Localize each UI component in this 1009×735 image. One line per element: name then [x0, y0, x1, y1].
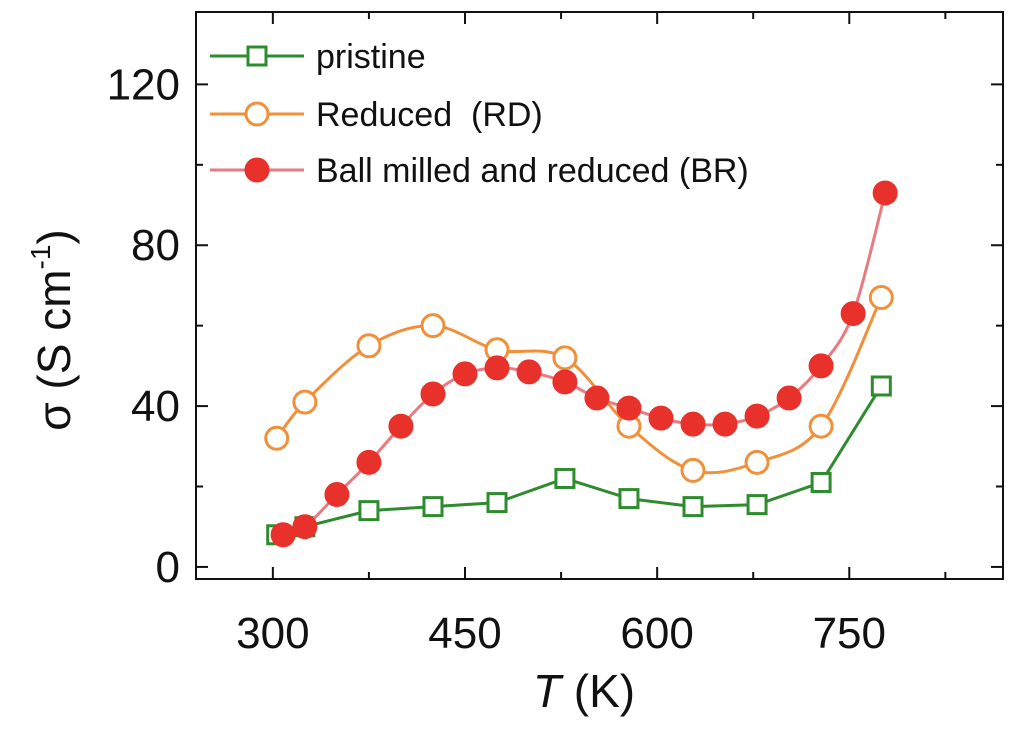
- legend-marker-br: [244, 157, 270, 183]
- legend-label-pristine: pristine: [316, 38, 426, 76]
- data-point-br: [808, 353, 834, 379]
- data-point-br: [776, 385, 802, 411]
- data-point-br: [292, 514, 318, 540]
- data-point-br: [356, 449, 382, 475]
- x-axis-title-unit: (K): [561, 665, 635, 717]
- legend-label-br: Ball milled and reduced (BR): [316, 152, 749, 190]
- data-point-rd: [680, 457, 706, 483]
- data-point-rd: [744, 449, 770, 475]
- data-point-pristine: [682, 496, 704, 518]
- data-point-rd: [292, 389, 318, 415]
- y-axis-title-exponent: -1: [25, 245, 56, 270]
- data-point-br: [484, 355, 510, 381]
- data-point-br: [616, 395, 642, 421]
- x-axis-title-symbol: T: [533, 665, 564, 717]
- data-point-rd: [808, 413, 834, 439]
- data-point-br: [552, 369, 578, 395]
- data-point-rd: [420, 313, 446, 339]
- legend-marker-rd: [244, 101, 270, 127]
- plot-frame: [195, 11, 1004, 580]
- y-tick-label: 80: [131, 221, 180, 270]
- data-point-pristine: [870, 375, 892, 397]
- series-br: [270, 180, 898, 548]
- data-point-br: [872, 180, 898, 206]
- legend: pristine Reduced (RD) Ball milled and redu…: [210, 38, 749, 190]
- x-tick-label: 600: [620, 609, 693, 658]
- data-point-pristine: [554, 467, 576, 489]
- x-axis-title: T (K): [533, 665, 635, 717]
- y-axis-title-close: ): [28, 229, 80, 244]
- data-point-br: [648, 405, 674, 431]
- data-point-pristine: [618, 488, 640, 510]
- y-axis-title-main: σ (S cm: [28, 269, 80, 430]
- data-point-pristine: [422, 496, 444, 518]
- legend-marker-pristine: [246, 45, 268, 67]
- y-axis-title: σ (S cm-1): [25, 229, 80, 431]
- data-point-rd: [868, 285, 894, 311]
- data-point-pristine: [746, 494, 768, 516]
- data-point-br: [420, 381, 446, 407]
- data-point-br: [680, 411, 706, 437]
- data-point-br: [452, 361, 478, 387]
- data-point-pristine: [486, 492, 508, 514]
- x-tick-label: 300: [236, 609, 309, 658]
- x-tick-label: 450: [428, 609, 501, 658]
- legend-label-rd: Reduced (RD): [316, 96, 543, 134]
- data-point-br: [584, 385, 610, 411]
- axis-ticks: 300 450 600 750 0 40 80 120: [107, 12, 1003, 658]
- y-tick-label: 40: [131, 382, 180, 431]
- plot-series: [264, 180, 898, 548]
- data-point-pristine: [358, 500, 380, 522]
- data-point-rd: [356, 333, 382, 359]
- data-point-rd: [552, 345, 578, 371]
- data-point-br: [744, 403, 770, 429]
- data-point-br: [516, 359, 542, 385]
- data-point-br: [712, 411, 738, 437]
- data-point-br: [270, 522, 296, 548]
- data-point-br: [324, 482, 350, 508]
- data-point-pristine: [810, 471, 832, 493]
- y-tick-label: 120: [107, 60, 180, 109]
- data-point-br: [840, 301, 866, 327]
- series-rd: [264, 285, 894, 483]
- x-tick-label: 750: [813, 609, 886, 658]
- data-point-rd: [264, 425, 290, 451]
- series-line-rd: [275, 296, 883, 475]
- y-tick-label: 0: [156, 543, 180, 592]
- data-point-br: [388, 413, 414, 439]
